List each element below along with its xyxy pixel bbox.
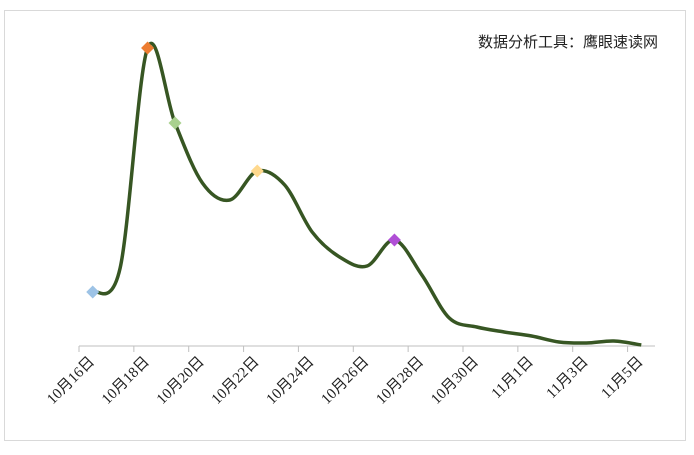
marker <box>250 164 264 178</box>
marker <box>141 41 155 55</box>
chart-title: 数据分析工具：鹰眼速读网 <box>478 34 658 51</box>
line <box>91 41 642 347</box>
marker <box>168 116 182 130</box>
marker <box>387 233 401 247</box>
marker <box>86 285 100 299</box>
chart-border <box>4 10 686 441</box>
